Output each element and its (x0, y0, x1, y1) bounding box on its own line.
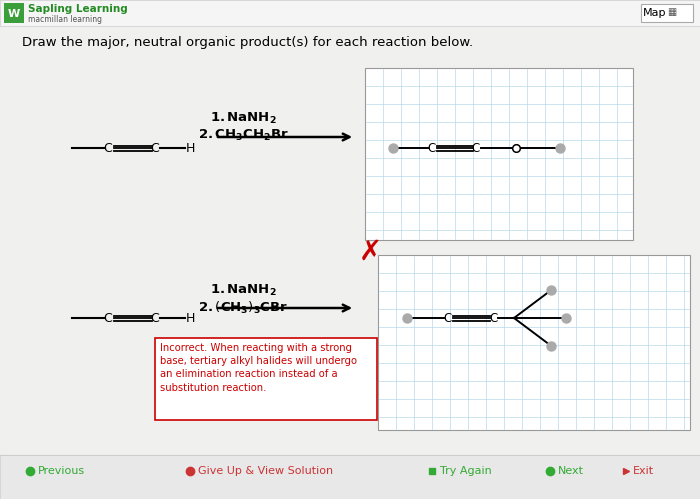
Bar (4, 3, 24, 23)
Text: macmillan learning: macmillan learning (28, 14, 102, 23)
Bar (0, 455, 700, 499)
Text: $\mathbf{2.CH_3CH_2Br}$: $\mathbf{2.CH_3CH_2Br}$ (197, 127, 288, 143)
Text: C: C (104, 143, 113, 156)
Text: C: C (472, 143, 480, 156)
Text: Try Again: Try Again (440, 466, 491, 476)
Bar (641, 4, 693, 22)
Text: H: H (186, 312, 195, 325)
Text: C: C (104, 312, 113, 325)
Text: Give Up & View Solution: Give Up & View Solution (198, 466, 333, 476)
Text: Previous: Previous (38, 466, 85, 476)
Text: C: C (443, 312, 451, 325)
Text: Draw the major, neutral organic product(s) for each reaction below.: Draw the major, neutral organic product(… (22, 35, 473, 48)
Text: $\mathbf{1.NaNH_2}$: $\mathbf{1.NaNH_2}$ (209, 110, 276, 126)
Text: Exit: Exit (633, 466, 654, 476)
Text: C: C (427, 143, 435, 156)
Bar (0, 0, 700, 26)
Text: C: C (150, 312, 160, 325)
Bar (365, 68, 633, 240)
Text: Sapling Learning: Sapling Learning (28, 4, 127, 14)
Text: C: C (150, 143, 160, 156)
Text: Next: Next (558, 466, 584, 476)
Text: $\mathbf{1.NaNH_2}$: $\mathbf{1.NaNH_2}$ (209, 282, 276, 297)
Text: ✗: ✗ (358, 238, 382, 266)
Bar (155, 338, 377, 420)
Text: Map: Map (643, 8, 666, 18)
Text: H: H (186, 143, 195, 156)
Text: $\mathbf{2.\left(CH_3\right)_3CBr}$: $\mathbf{2.\left(CH_3\right)_3CBr}$ (198, 300, 288, 316)
Text: ▦: ▦ (667, 7, 677, 17)
Text: W: W (8, 8, 20, 18)
Text: Incorrect. When reacting with a strong
base, tertiary alkyl halides will undergo: Incorrect. When reacting with a strong b… (160, 343, 357, 393)
Bar (378, 255, 690, 430)
Text: C: C (489, 312, 497, 325)
